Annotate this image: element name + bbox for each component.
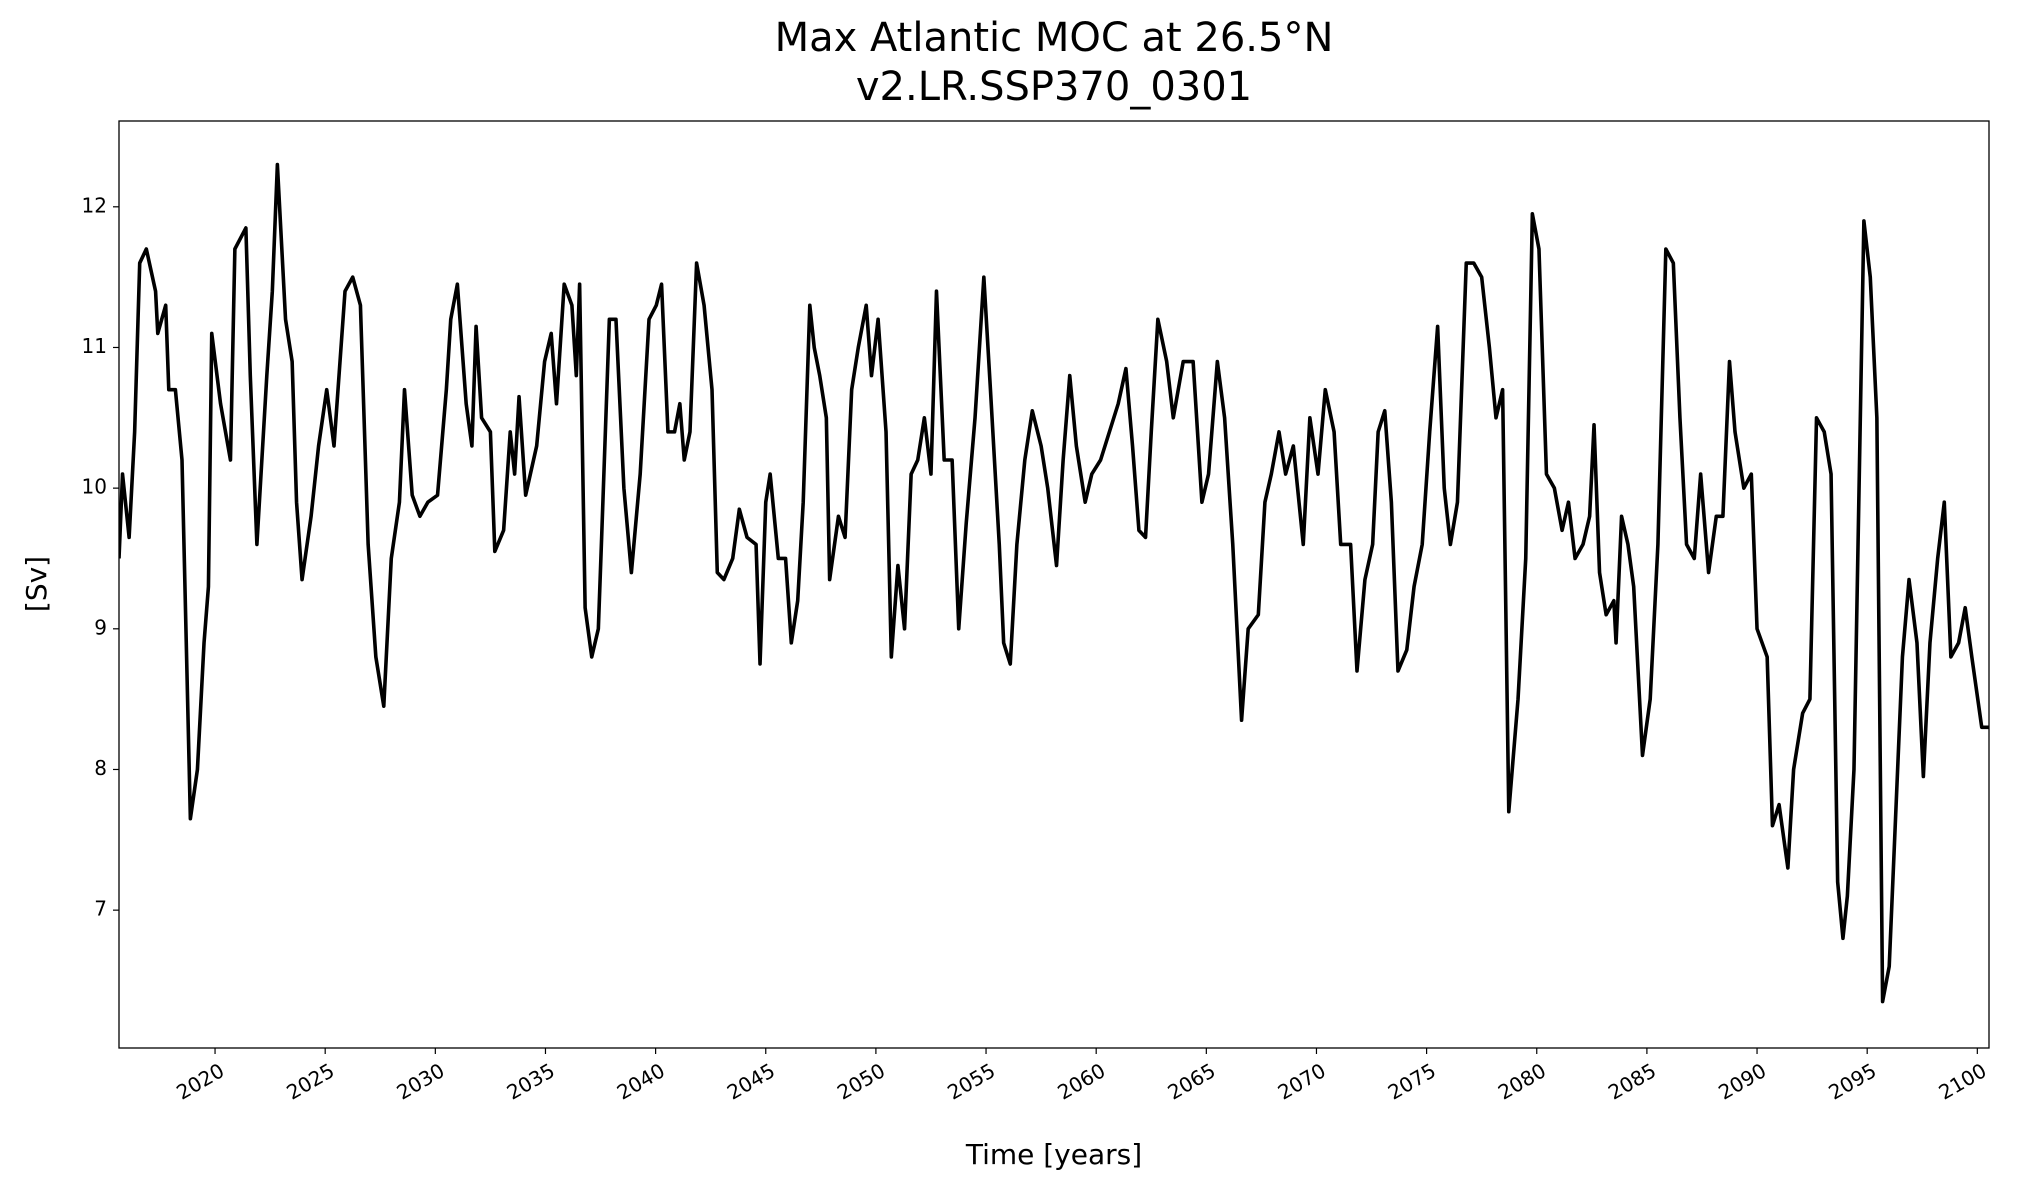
x-tick-label: 2020 [172, 1058, 228, 1104]
x-tick-label: 2060 [1053, 1058, 1109, 1104]
x-tick-label: 2035 [503, 1058, 559, 1104]
x-tick-label: 2025 [282, 1058, 338, 1104]
plot-frame [118, 120, 1990, 1049]
y-axis-label: [Sv] [20, 556, 53, 612]
x-tick-label: 2050 [833, 1058, 889, 1104]
x-tick-label: 2090 [1714, 1058, 1770, 1104]
y-tick-label: 12 [82, 193, 107, 217]
y-tick-label: 11 [82, 334, 107, 358]
y-tick-label: 10 [82, 475, 107, 499]
x-tick-label: 2080 [1494, 1058, 1550, 1104]
y-tick-label: 7 [94, 897, 107, 921]
x-tick-label: 2085 [1604, 1058, 1660, 1104]
x-tick-label: 2065 [1163, 1058, 1219, 1104]
x-tick-label: 2030 [392, 1058, 448, 1104]
y-tick-label: 8 [94, 756, 107, 780]
x-tick-label: 2045 [723, 1058, 779, 1104]
y-tick-label: 9 [94, 615, 107, 639]
x-tick-label: 2055 [943, 1058, 999, 1104]
x-tick-label: 2095 [1824, 1058, 1880, 1104]
chart-subtitle: v2.LR.SSP370_0301 [856, 64, 1252, 110]
x-tick-label: 2075 [1384, 1058, 1440, 1104]
x-tick-label: 2070 [1274, 1058, 1330, 1104]
x-axis-label: Time [years] [965, 1138, 1142, 1171]
x-tick-label: 2040 [613, 1058, 669, 1104]
chart-title: Max Atlantic MOC at 26.5°N [775, 15, 1334, 61]
x-tick-label: 2100 [1934, 1058, 1990, 1104]
data-line [119, 162, 1989, 1004]
